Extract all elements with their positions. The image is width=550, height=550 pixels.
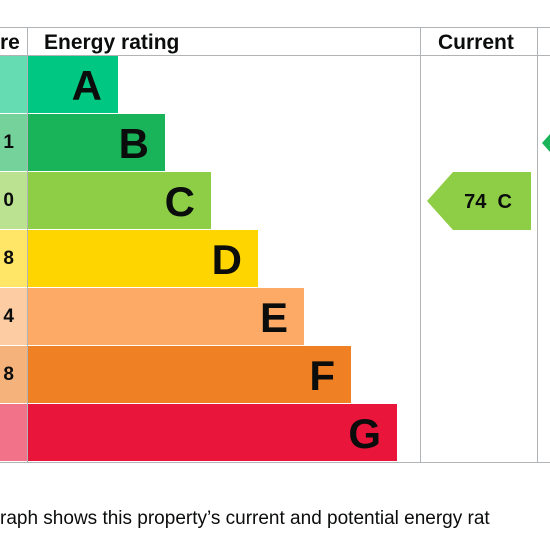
score-cell-a <box>0 56 27 113</box>
grid-col-2 <box>420 27 421 463</box>
score-cell-f: 8 <box>0 346 27 403</box>
score-cell-g <box>0 404 27 461</box>
rating-bar-d: D <box>28 230 258 287</box>
rating-bar-e: E <box>28 288 304 345</box>
potential-rating-arrow <box>542 134 550 152</box>
grid-top <box>0 27 550 28</box>
grid-header-bottom <box>0 55 550 56</box>
current-rating-arrow: 74 C <box>427 172 531 230</box>
current-rating-label: 74 C <box>464 191 512 213</box>
score-header: re <box>0 31 20 54</box>
grid-col-1 <box>27 27 28 463</box>
rating-bar-b: B <box>28 114 165 171</box>
score-cell-d: 8 <box>0 230 27 287</box>
chart-caption: raph shows this property’s current and p… <box>0 508 490 529</box>
score-cell-c: 0 <box>0 172 27 229</box>
grid-bottom <box>0 462 550 463</box>
energy-rating-header: Energy rating <box>44 31 180 54</box>
grid-col-3 <box>537 27 538 463</box>
rating-bar-c: C <box>28 172 211 229</box>
score-cell-b: 1 <box>0 114 27 171</box>
current-header: Current <box>438 31 514 54</box>
rating-bar-a: A <box>28 56 118 113</box>
rating-bar-f: F <box>28 346 351 403</box>
score-cell-e: 4 <box>0 288 27 345</box>
rating-bar-g: G <box>28 404 397 461</box>
